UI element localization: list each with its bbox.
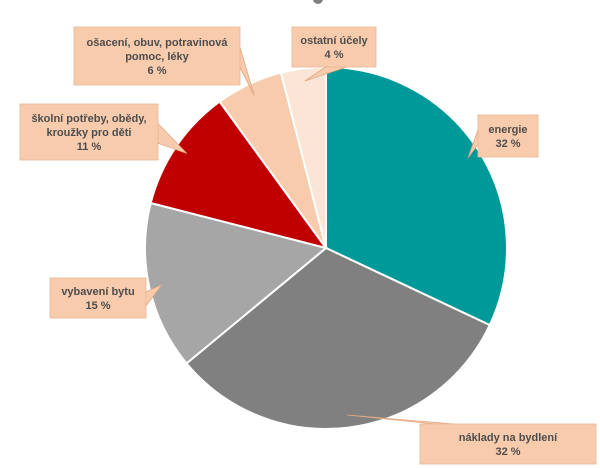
data-label-category: vybavení bytu bbox=[61, 286, 134, 298]
callout-3: vybavení bytu 15 % bbox=[49, 277, 147, 319]
callout-box-6 bbox=[291, 26, 377, 68]
data-label-value: 11 % bbox=[77, 141, 102, 153]
pie-slice-3 bbox=[144, 201, 329, 365]
data-label-category: ošacení, obuv, potravinová bbox=[87, 37, 229, 49]
callout-6: ostatní účely 4 % bbox=[291, 26, 377, 68]
callout-box-1 bbox=[477, 114, 539, 158]
data-label-category: náklady na bydlení bbox=[459, 432, 558, 444]
callout-1: energie 32 % bbox=[477, 114, 539, 158]
data-label-category: kroužky pro děti bbox=[47, 127, 132, 139]
data-label-value: 6 % bbox=[148, 65, 167, 77]
callout-2: náklady na bydlení 32 % bbox=[419, 423, 597, 465]
data-label-category: ostatní účely bbox=[300, 35, 368, 47]
pie-slice-2 bbox=[185, 246, 492, 430]
data-label-value: 15 % bbox=[85, 300, 110, 312]
callout-box-3 bbox=[49, 277, 147, 319]
data-label-category: školní potřeby, obědy, bbox=[31, 113, 146, 125]
callout-leaders bbox=[145, 47, 479, 425]
clipped-title-fragment bbox=[0, 0, 600, 8]
data-label-category: energie bbox=[488, 124, 527, 136]
callout-4: školní potřeby, obědy, kroužky pro děti 11… bbox=[19, 103, 159, 161]
callout-box-5 bbox=[73, 26, 241, 86]
data-label-value: 32 % bbox=[495, 446, 520, 458]
callout-5: ošacení, obuv, potravinová pomoc, léky 6 % bbox=[73, 26, 241, 86]
data-label-value: 32 % bbox=[495, 138, 520, 150]
data-label-category: pomoc, léky bbox=[125, 51, 189, 63]
data-label-value: 4 % bbox=[325, 49, 344, 61]
callout-box-4 bbox=[19, 103, 159, 161]
pie-slices bbox=[144, 65, 508, 430]
callout-box-2 bbox=[419, 423, 597, 465]
callout-labels: energie 32 % náklady na bydlení 32 % vybaven… bbox=[19, 26, 597, 465]
